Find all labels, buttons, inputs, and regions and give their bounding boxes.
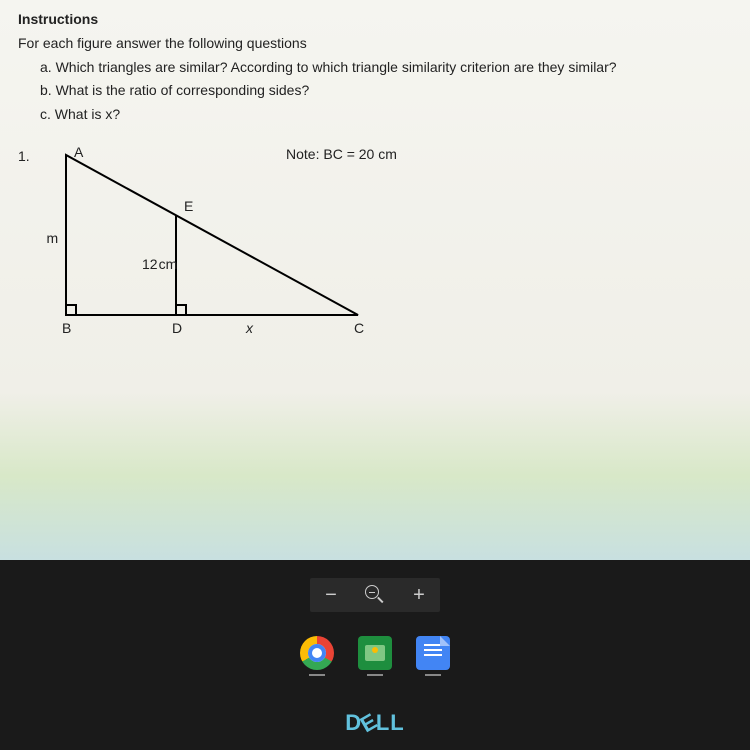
document-viewport: Instructions For each figure answer the … bbox=[0, 0, 750, 560]
problem-number: 1. bbox=[18, 143, 46, 167]
instructions-heading: Instructions bbox=[18, 8, 732, 30]
intro-text: For each figure answer the following que… bbox=[18, 32, 732, 54]
vertex-e-label: E bbox=[184, 198, 193, 214]
vertex-c-label: C bbox=[354, 320, 364, 336]
outer-triangle bbox=[66, 155, 358, 315]
measure-ed: 12cm bbox=[142, 256, 177, 272]
question-c: c. What is x? bbox=[18, 103, 732, 125]
google-docs-icon[interactable] bbox=[416, 636, 450, 670]
right-angle-d bbox=[176, 305, 186, 315]
question-a: a. Which triangles are similar? Accordin… bbox=[18, 56, 732, 78]
worksheet-content: Instructions For each figure answer the … bbox=[18, 8, 732, 343]
zoom-out-button[interactable]: − bbox=[320, 584, 342, 606]
google-classroom-icon[interactable] bbox=[358, 636, 392, 670]
question-b: b. What is the ratio of corresponding si… bbox=[18, 79, 732, 101]
measure-ab: 16 cm bbox=[46, 230, 58, 246]
chrome-icon[interactable] bbox=[300, 636, 334, 670]
zoom-toolbar: − + bbox=[310, 578, 440, 612]
bc-note: Note: BC = 20 cm bbox=[286, 143, 397, 165]
dell-logo: DELL bbox=[345, 710, 404, 736]
zoom-in-button[interactable]: + bbox=[408, 584, 430, 606]
vertex-a-label: A bbox=[74, 144, 84, 160]
measure-dc: x bbox=[245, 320, 254, 336]
figure-row: 1. Note: BC = 20 cm A B C D E bbox=[18, 143, 732, 343]
vertex-b-label: B bbox=[62, 320, 71, 336]
zoom-reset-button[interactable] bbox=[364, 584, 386, 606]
magnifier-icon bbox=[364, 584, 386, 606]
figure-wrap: Note: BC = 20 cm A B C D E 16 cm bbox=[46, 143, 406, 343]
triangle-diagram: A B C D E 16 cm 12cm x bbox=[46, 143, 406, 343]
vertex-d-label: D bbox=[172, 320, 182, 336]
right-angle-b bbox=[66, 305, 76, 315]
taskbar-dock bbox=[300, 636, 450, 670]
